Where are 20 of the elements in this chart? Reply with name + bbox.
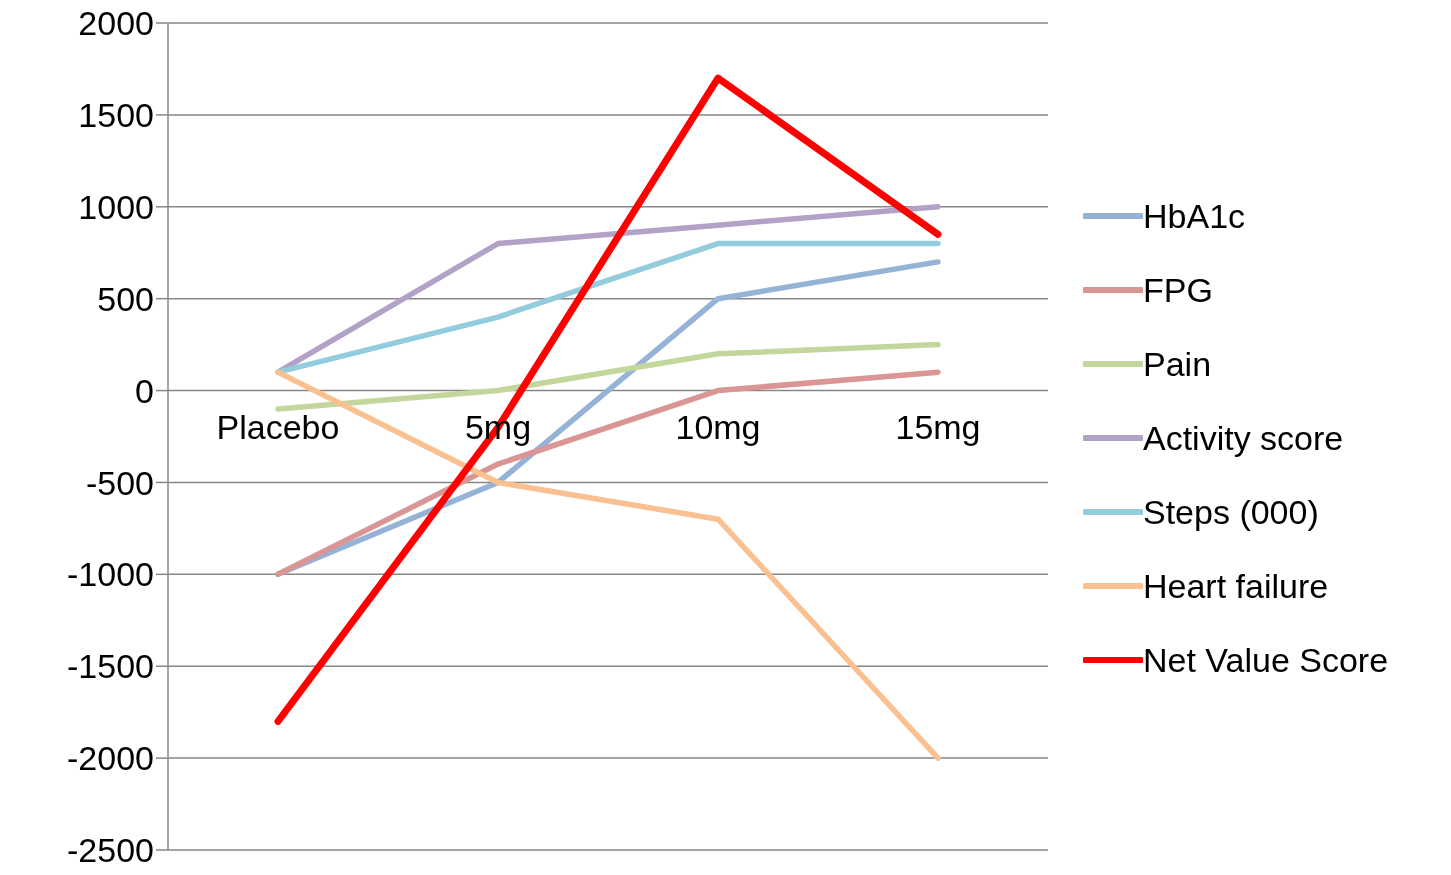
y-tick-label: 1000 [78,187,154,226]
legend-label: HbA1c [1143,196,1246,236]
legend-label: Net Value Score [1143,640,1389,680]
y-tick-label: 1500 [78,95,154,134]
legend-label: Activity score [1143,418,1344,458]
y-tick-label: -1500 [67,647,154,686]
y-tick-label: -1000 [67,555,154,594]
y-tick-label: -2000 [67,739,154,778]
y-tick-label: -2500 [67,831,154,870]
y-tick-label: -500 [85,463,154,502]
legend-label: Pain [1143,344,1212,384]
legend-label: Steps (000) [1143,492,1319,532]
x-tick-label: Placebo [216,407,340,446]
x-tick-label: 15mg [895,407,981,446]
y-tick-label: 500 [97,279,154,318]
y-tick-label: 0 [135,371,154,410]
x-tick-label: 10mg [675,407,761,446]
legend-label: Heart failure [1143,566,1329,606]
y-tick-label: 2000 [78,4,154,43]
legend-label: FPG [1143,270,1213,310]
